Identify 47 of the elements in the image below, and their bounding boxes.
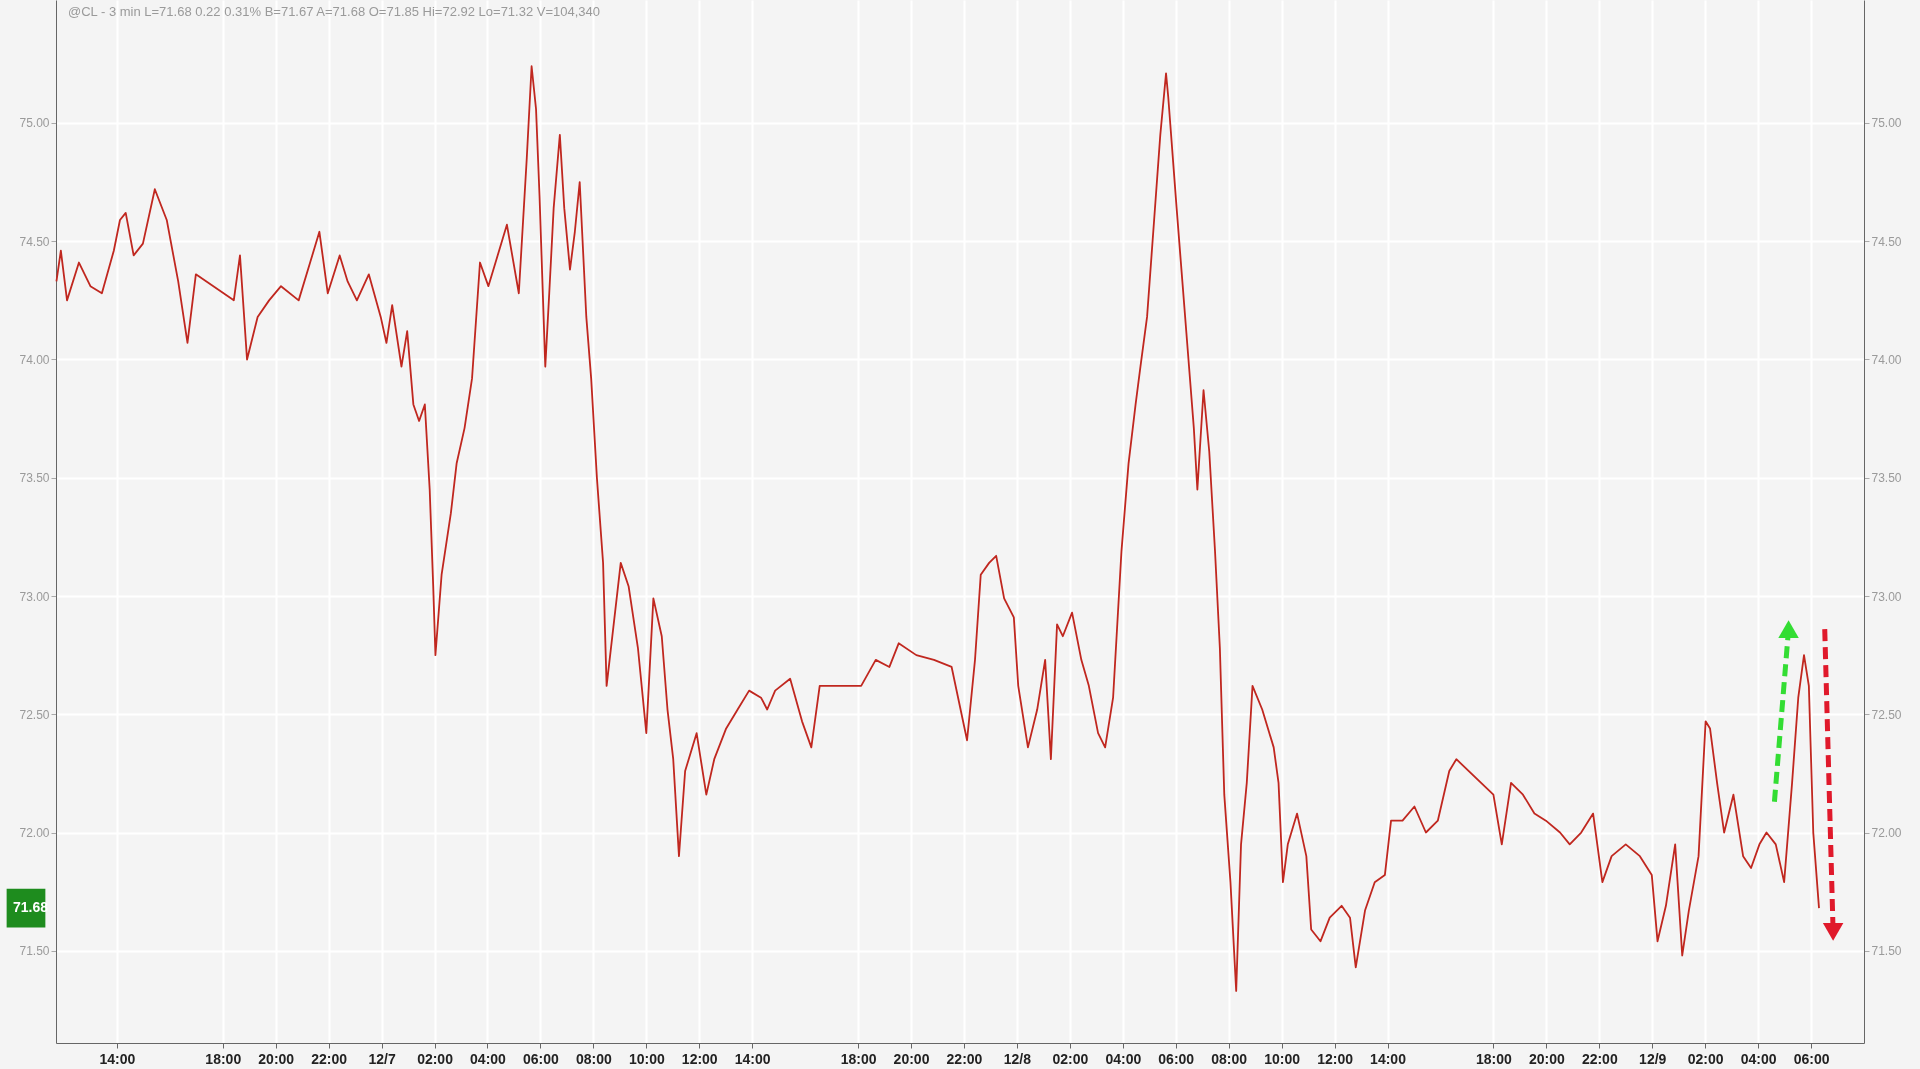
x-tick-label: 06:00 <box>523 1050 560 1067</box>
x-tick-label: 20:00 <box>1528 1050 1565 1067</box>
y-tick-label: 74.00 <box>19 352 50 367</box>
x-tick-label: 10:00 <box>628 1050 665 1067</box>
x-tick-label: 18:00 <box>1475 1050 1513 1067</box>
y-tick-label: 73.00 <box>19 589 50 604</box>
y-tick-label: 72.00 <box>19 826 50 841</box>
x-tick-label: 08:00 <box>575 1050 612 1067</box>
x-tick-label: 10:00 <box>1264 1050 1301 1067</box>
x-tick-label: 06:00 <box>1793 1050 1830 1067</box>
annotation: @CL - 3 min L=71.68 0.22 0.31% B=71.67 A=71.68 O=71.85 Hi=72.92 Lo=71.32 V=104,340 <box>68 4 601 19</box>
x-tick-label: 02:00 <box>1687 1050 1724 1067</box>
x-tick-label: 18:00 <box>205 1050 242 1067</box>
x-tick-label: 22:00 <box>311 1050 348 1067</box>
x-tick-label: 12:00 <box>1317 1050 1354 1067</box>
y2-tick-label: 74.50 <box>1871 234 1902 249</box>
y2-tick-label: 73.50 <box>1871 471 1902 486</box>
x-tick-label: 12/9 <box>1639 1050 1667 1067</box>
x-tick-label: 14:00 <box>734 1050 771 1067</box>
y2-tick-label: 74.00 <box>1871 352 1902 367</box>
y-tick-label: 75.00 <box>19 116 50 131</box>
x-tick-label: 12:00 <box>681 1050 718 1067</box>
y-tick-label: 71.50 <box>19 944 50 959</box>
x-tick-label: 06:00 <box>1158 1050 1195 1067</box>
y2-tick-label: 72.00 <box>1871 826 1902 841</box>
x-tick-label: 04:00 <box>1105 1050 1142 1067</box>
x-tick-label: 04:00 <box>1740 1050 1777 1067</box>
y2-tick-label: 72.50 <box>1871 707 1902 722</box>
x-tick-label: 14:00 <box>99 1050 136 1067</box>
x-tick-label: 20:00 <box>893 1050 930 1067</box>
y-tick-label: 72.50 <box>19 707 50 722</box>
y2-tick-label: 73.00 <box>1871 589 1902 604</box>
x-tick-label: 12/8 <box>1003 1050 1032 1067</box>
x-tick-label: 22:00 <box>1581 1050 1618 1067</box>
y2-tick-label: 71.50 <box>1871 944 1902 959</box>
x-tick-label: 04:00 <box>470 1050 507 1067</box>
y-tick-label: 73.50 <box>19 471 50 486</box>
x-tick-label: 02:00 <box>1052 1050 1089 1067</box>
x-tick-label: 18:00 <box>840 1050 877 1067</box>
x-tick-label: 22:00 <box>946 1050 983 1067</box>
y2-tick-label: 75.00 <box>1871 116 1902 131</box>
x-tick-label: 14:00 <box>1370 1050 1407 1067</box>
x-tick-label: 12/7 <box>368 1050 396 1067</box>
x-tick-label: 02:00 <box>417 1050 454 1067</box>
x-tick-label: 20:00 <box>258 1050 295 1067</box>
y-tick-label: 74.50 <box>19 234 50 249</box>
x-tick-label: 08:00 <box>1211 1050 1248 1067</box>
